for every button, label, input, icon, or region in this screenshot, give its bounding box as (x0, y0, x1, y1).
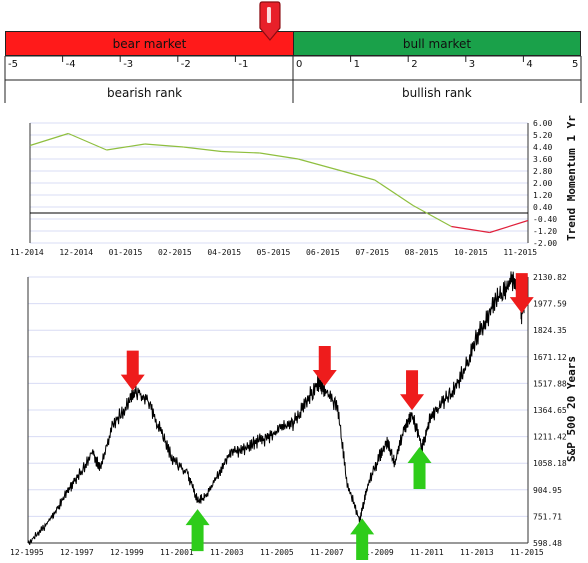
momentum-xtick-label: 10-2015 (454, 248, 488, 257)
momentum-ytick-label: 2.00 (533, 179, 552, 188)
momentum-ytick-label: -1.20 (533, 227, 557, 236)
momentum-y-axis-title: Trend Momentum 1 Yr (565, 115, 578, 241)
sp500-ytick-label: 1517.88 (533, 379, 567, 388)
momentum-series-segment (451, 225, 490, 234)
sp500-ytick-label: 598.48 (533, 539, 562, 548)
momentum-ytick-label: 5.20 (533, 131, 552, 140)
momentum-series-segment (489, 219, 529, 234)
scale-tick-label: 3 (468, 59, 476, 70)
sp500-chart: 2130.82 1977.59 1824.35 1671.12 1517.88 1364.… (10, 271, 578, 560)
sp500-xtick-label: 12-1995 (10, 548, 44, 557)
scale-tick-label: 5 (572, 59, 579, 70)
bull-market-label: bull market (402, 36, 472, 51)
scale-tick-label: -2 (180, 59, 191, 70)
sp500-ytick-label: 904.95 (533, 486, 562, 495)
indicator-highlight (266, 7, 271, 23)
sell-signal-arrow (509, 273, 534, 314)
market-gauge: bear market bull market -5 -4 -3 -2 -1 0 1 2 3 4 5… (0, 0, 588, 110)
sp500-ytick-label: 2130.82 (533, 273, 567, 282)
momentum-xtick-label: 05-2015 (257, 248, 291, 257)
sp500-ytick-label: 1977.59 (533, 300, 567, 309)
momentum-ytick-label: -2.00 (533, 239, 557, 248)
momentum-xtick-label: 04-2015 (207, 248, 241, 257)
momentum-ytick-label: -0.40 (533, 215, 557, 224)
sp500-xtick-label: 11-2015 (510, 548, 544, 557)
momentum-ytick-label: 1.20 (533, 191, 552, 200)
scale-tick-label: -5 (8, 59, 18, 70)
momentum-series-segment (221, 150, 260, 154)
gauge-scale (4, 1, 582, 103)
momentum-series-segment (29, 132, 69, 147)
momentum-series-segment (68, 132, 107, 151)
sp500-xtick-label: 11-2001 (160, 548, 194, 557)
sp500-xtick-label: 11-2005 (260, 548, 294, 557)
momentum-xtick-label: 07-2015 (355, 248, 389, 257)
momentum-xtick-label: 11-2014 (10, 248, 44, 257)
sp500-y-axis-title: S&P 500 20 Years (565, 356, 578, 462)
momentum-xtick-label: 06-2015 (306, 248, 340, 257)
sell-signal-arrow (120, 350, 145, 391)
momentum-xtick-label: 01-2015 (109, 248, 143, 257)
bear-market-label: bear market (112, 36, 187, 51)
buy-signal-arrow (407, 447, 432, 490)
sp500-xtick-label: 12-1999 (110, 548, 144, 557)
sp500-xtick-label: 12-1997 (60, 548, 94, 557)
scale-tick-label: -3 (123, 59, 134, 70)
momentum-xtick-label: 12-2014 (59, 248, 93, 257)
sp500-ytick-label: 1058.18 (533, 459, 567, 468)
sp500-ytick-label: 1364.65 (533, 406, 567, 415)
sp500-xtick-label: 11-2007 (310, 548, 344, 557)
momentum-series-segment (259, 152, 299, 160)
sp500-ytick-label: 751.71 (533, 512, 562, 521)
sp500-xtick-label: 11-2013 (460, 548, 494, 557)
scale-tick-label: -1 (238, 59, 249, 70)
scale-tick-label: 1 (353, 59, 360, 70)
sp500-xtick-label: 11-2011 (410, 548, 444, 557)
buy-signal-arrow (350, 518, 375, 560)
momentum-xtick-label: 02-2015 (158, 248, 192, 257)
momentum-series-segment (412, 204, 452, 228)
momentum-ytick-label: 0.40 (533, 203, 552, 212)
momentum-xtick-label: 08-2015 (405, 248, 439, 257)
trend-momentum-chart: 6.00 5.20 4.40 3.60 2.80 2.00 1.20 0.40 -0.40 -1.… (10, 115, 578, 257)
bear-market-bar: bear market (5, 31, 293, 56)
momentum-series-segment (297, 158, 337, 171)
bearish-rank-label: bearish rank (107, 86, 183, 100)
sp500-ytick-label: 1211.42 (533, 433, 567, 442)
sell-signal-arrow (312, 345, 337, 386)
momentum-series-segment (144, 143, 184, 148)
sell-signal-arrow (400, 370, 425, 411)
momentum-series-segment (106, 143, 146, 151)
scale-tick-label: 0 (296, 59, 303, 70)
bullish-rank-label: bullish rank (402, 86, 472, 100)
momentum-series-segment (183, 146, 222, 153)
bull-market-bar: bull market (293, 31, 581, 56)
sp500-xtick-label: 11-2003 (210, 548, 244, 557)
momentum-series-segment (336, 168, 375, 181)
sp500-ytick-label: 1824.35 (533, 326, 567, 335)
sp500-series-line (27, 271, 528, 545)
momentum-xtick-label: 11-2015 (503, 248, 537, 257)
scale-tick-label: -4 (65, 59, 76, 70)
momentum-ytick-label: 2.80 (533, 167, 552, 176)
sp500-ytick-label: 1671.12 (533, 353, 567, 362)
scale-tick-label: 2 (411, 59, 418, 70)
momentum-ytick-label: 6.00 (533, 119, 552, 128)
buy-signal-arrow (185, 509, 210, 552)
sp500-xtick-label: 11-2009 (360, 548, 394, 557)
momentum-ytick-label: 3.60 (533, 155, 552, 164)
momentum-ytick-label: 4.40 (533, 143, 552, 152)
momentum-series-segment (374, 179, 414, 206)
scale-tick-label: 4 (526, 59, 533, 70)
